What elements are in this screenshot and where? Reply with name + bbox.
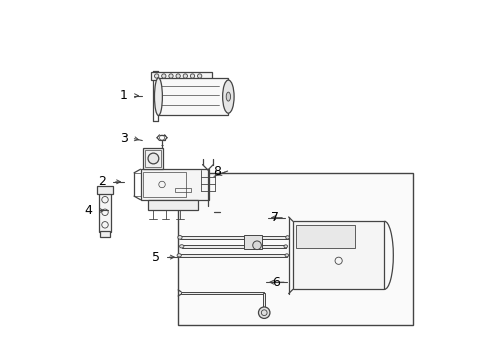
Bar	[180, 236, 287, 239]
Bar	[100, 231, 110, 237]
Text: 1: 1	[120, 89, 128, 102]
Bar	[158, 78, 228, 116]
Bar	[99, 187, 110, 232]
Bar	[147, 200, 198, 211]
Text: 7: 7	[270, 211, 278, 224]
Ellipse shape	[177, 254, 181, 257]
Circle shape	[176, 74, 180, 78]
Bar	[292, 221, 384, 289]
Bar	[145, 149, 161, 167]
Text: 5: 5	[152, 251, 160, 264]
Ellipse shape	[178, 235, 182, 239]
Ellipse shape	[222, 80, 234, 113]
Bar	[151, 72, 212, 80]
Ellipse shape	[179, 245, 183, 248]
Text: 3: 3	[120, 132, 128, 145]
Text: 6: 6	[272, 276, 280, 289]
Circle shape	[190, 74, 194, 78]
Circle shape	[183, 74, 187, 78]
Circle shape	[168, 74, 173, 78]
Circle shape	[162, 74, 165, 78]
Text: 8: 8	[213, 165, 221, 177]
Bar	[143, 172, 186, 197]
Bar	[244, 235, 262, 249]
Bar	[263, 293, 265, 313]
Circle shape	[197, 74, 202, 78]
Bar	[97, 186, 112, 194]
Bar	[174, 188, 190, 192]
Bar	[296, 225, 354, 248]
Text: 4: 4	[84, 204, 92, 217]
Text: 2: 2	[99, 175, 106, 188]
Ellipse shape	[226, 92, 230, 101]
Circle shape	[258, 307, 269, 319]
Bar	[182, 245, 285, 248]
Ellipse shape	[284, 245, 287, 248]
Bar	[181, 292, 264, 294]
Circle shape	[154, 74, 159, 78]
Bar	[178, 173, 412, 325]
Circle shape	[148, 153, 159, 164]
Ellipse shape	[285, 236, 289, 239]
Ellipse shape	[285, 254, 288, 257]
Bar	[143, 148, 163, 169]
Ellipse shape	[154, 78, 162, 116]
Bar	[179, 254, 286, 257]
Circle shape	[252, 241, 261, 249]
Bar	[140, 169, 208, 200]
